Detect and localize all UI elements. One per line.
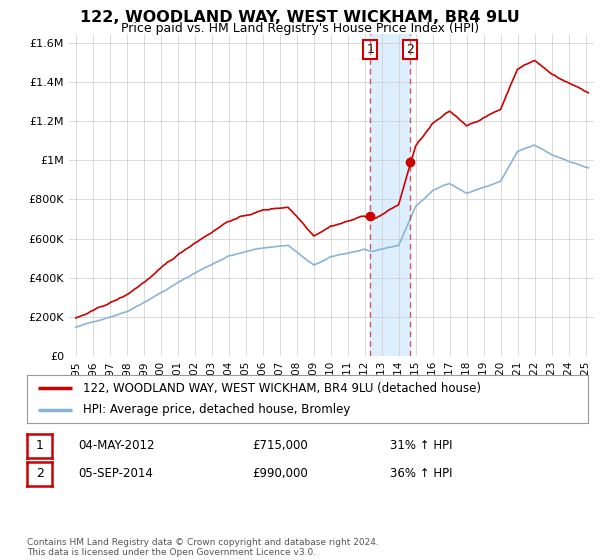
Text: 2: 2 bbox=[406, 43, 414, 56]
Text: £715,000: £715,000 bbox=[252, 438, 308, 452]
Text: 2: 2 bbox=[35, 467, 44, 480]
Text: 1: 1 bbox=[35, 439, 44, 452]
Text: 04-MAY-2012: 04-MAY-2012 bbox=[78, 438, 155, 452]
Text: HPI: Average price, detached house, Bromley: HPI: Average price, detached house, Brom… bbox=[83, 403, 350, 417]
Text: £990,000: £990,000 bbox=[252, 466, 308, 480]
Text: 122, WOODLAND WAY, WEST WICKHAM, BR4 9LU (detached house): 122, WOODLAND WAY, WEST WICKHAM, BR4 9LU… bbox=[83, 381, 481, 395]
Text: 122, WOODLAND WAY, WEST WICKHAM, BR4 9LU: 122, WOODLAND WAY, WEST WICKHAM, BR4 9LU bbox=[80, 10, 520, 25]
Text: 05-SEP-2014: 05-SEP-2014 bbox=[78, 466, 153, 480]
Text: Price paid vs. HM Land Registry's House Price Index (HPI): Price paid vs. HM Land Registry's House … bbox=[121, 22, 479, 35]
Bar bbox=[370, 34, 410, 356]
Text: 31% ↑ HPI: 31% ↑ HPI bbox=[390, 438, 452, 452]
Text: 36% ↑ HPI: 36% ↑ HPI bbox=[390, 466, 452, 480]
Text: 1: 1 bbox=[367, 43, 374, 56]
Text: Contains HM Land Registry data © Crown copyright and database right 2024.
This d: Contains HM Land Registry data © Crown c… bbox=[27, 538, 379, 557]
